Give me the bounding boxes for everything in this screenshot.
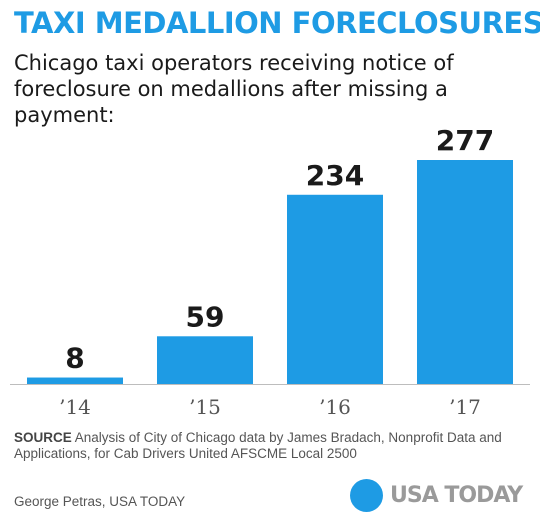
data-label-1: 59 xyxy=(186,300,225,333)
logo-circle-icon xyxy=(350,478,383,512)
bar-3 xyxy=(417,160,513,384)
source-note: SOURCE Analysis of City of Chicago data … xyxy=(14,430,524,462)
usa-today-logo: USA TODAY xyxy=(350,478,523,512)
bar-0 xyxy=(27,377,123,384)
data-label-0: 8 xyxy=(65,342,84,375)
bar-chart: 8 ’14 59 ’15 234 ’16 277 ’17 xyxy=(10,124,530,419)
bar-2 xyxy=(287,194,383,384)
data-label-2: 234 xyxy=(306,159,364,192)
x-tick-label-2: ’16 xyxy=(319,395,351,419)
x-tick-label-0: ’14 xyxy=(59,395,91,419)
data-label-3: 277 xyxy=(436,124,494,157)
bar-1 xyxy=(157,336,253,384)
chart-subtitle: Chicago taxi operators receiving notice … xyxy=(14,51,454,127)
credit-line: George Petras, USA TODAY xyxy=(14,494,186,509)
x-tick-label-3: ’17 xyxy=(449,395,481,419)
logo-text: USA TODAY xyxy=(390,482,523,508)
chart-title: TAXI MEDALLION FORECLOSURES xyxy=(14,6,540,40)
source-label: SOURCE xyxy=(14,430,72,445)
x-tick-label-1: ’15 xyxy=(189,395,221,419)
source-text: Analysis of City of Chicago data by Jame… xyxy=(14,430,502,461)
